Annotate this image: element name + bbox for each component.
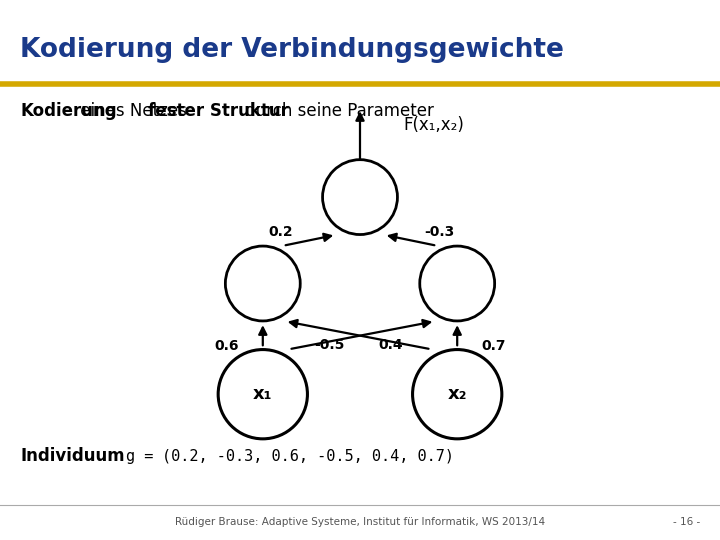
Text: (0.2, -0.3, 0.6, -0.5, 0.4, 0.7): (0.2, -0.3, 0.6, -0.5, 0.4, 0.7) bbox=[162, 449, 454, 464]
Text: Rüdiger Brause: Adaptive Systeme, Institut für Informatik, WS 2013/14: Rüdiger Brause: Adaptive Systeme, Instit… bbox=[175, 517, 545, 527]
Text: Kodierung: Kodierung bbox=[20, 102, 117, 120]
Ellipse shape bbox=[420, 246, 495, 321]
Text: 0.7: 0.7 bbox=[481, 339, 505, 353]
Text: x₂: x₂ bbox=[447, 385, 467, 403]
Ellipse shape bbox=[218, 349, 307, 439]
Ellipse shape bbox=[225, 246, 300, 321]
Text: eines Netzes: eines Netzes bbox=[76, 102, 192, 120]
Text: 0.4: 0.4 bbox=[379, 338, 403, 352]
Text: -0.3: -0.3 bbox=[424, 225, 454, 239]
Text: 0.6: 0.6 bbox=[215, 339, 239, 353]
Text: durch seine Parameter: durch seine Parameter bbox=[240, 102, 433, 120]
Text: -0.5: -0.5 bbox=[315, 338, 345, 352]
Text: Kodierung der Verbindungsgewichte: Kodierung der Verbindungsgewichte bbox=[20, 37, 564, 63]
Ellipse shape bbox=[323, 160, 397, 234]
Text: g =: g = bbox=[126, 449, 163, 464]
Text: F(x₁,x₂): F(x₁,x₂) bbox=[403, 116, 464, 133]
Text: Individuum: Individuum bbox=[20, 447, 125, 465]
Ellipse shape bbox=[413, 349, 502, 439]
Text: fester Struktur: fester Struktur bbox=[148, 102, 289, 120]
Text: 0.2: 0.2 bbox=[269, 225, 293, 239]
Text: x₁: x₁ bbox=[253, 385, 273, 403]
Text: - 16 -: - 16 - bbox=[672, 517, 700, 527]
